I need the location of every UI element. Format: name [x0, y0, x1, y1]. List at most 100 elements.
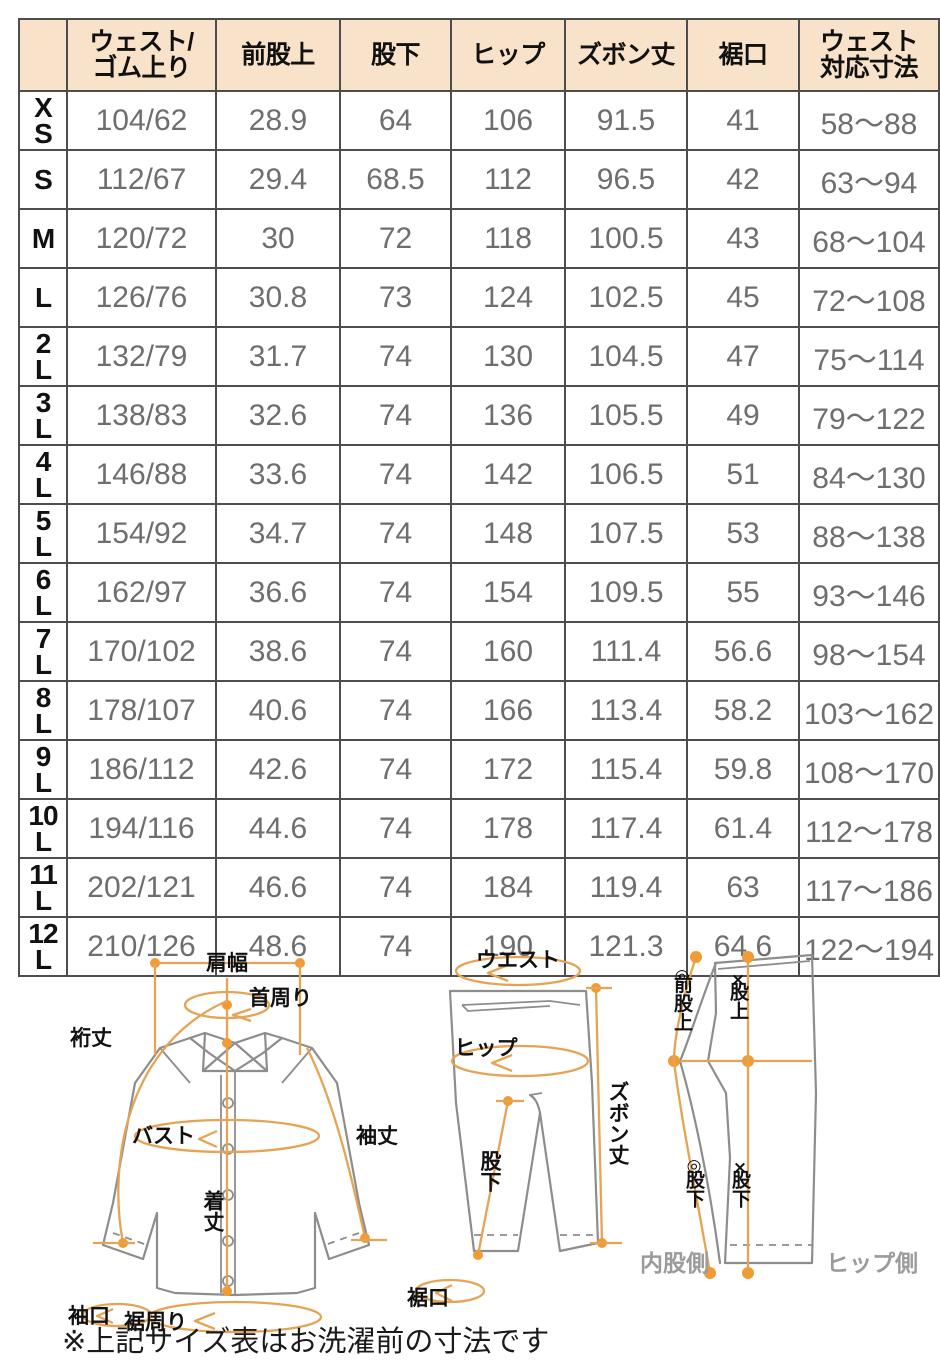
table-row: 10 L 194/116 44.6 74 178 117.4 61.4 112〜178 [18, 798, 940, 859]
cell-waist-range: 112〜178 [798, 798, 940, 859]
cell-hip: 154 [450, 562, 566, 623]
size-chart-table: ウェスト/ ゴム上り 前股上 股下 ヒップ ズボン丈 裾口 ウェスト 対応寸法 … [18, 18, 940, 977]
table-row: 5 L 154/92 34.7 74 148 107.5 53 88〜138 [18, 503, 940, 564]
cell-waist-range: 93〜146 [798, 562, 940, 623]
size-label-line-2: L [34, 825, 52, 857]
table-row: X S 104/62 28.9 64 106 91.5 41 58〜88 [18, 90, 940, 151]
cell-inseam: 74 [339, 680, 452, 741]
cell-inseam: 74 [339, 916, 452, 977]
table-row: 4 L 146/88 33.6 74 142 106.5 51 84〜130 [18, 444, 940, 505]
shirt-label-hem-circumference: 裾周り [123, 1310, 187, 1334]
size-label-line-1: 2 [35, 327, 52, 359]
size-label-line-1: L [34, 281, 52, 313]
cell-pants-length: 111.4 [564, 621, 688, 682]
cell-front-rise: 48.6 [215, 916, 341, 977]
crotch-marker-cross-inseam: × [733, 1158, 747, 1178]
cell-front-rise: 42.6 [215, 739, 341, 800]
table-header-row: ウェスト/ ゴム上り 前股上 股下 ヒップ ズボン丈 裾口 ウェスト 対応寸法 [18, 18, 940, 92]
cell-pants-length: 104.5 [564, 326, 688, 387]
cell-size-label: 10 L [18, 798, 68, 859]
cell-pants-length: 106.5 [564, 444, 688, 505]
cell-front-rise: 32.6 [215, 385, 341, 446]
crotch-marker-circle-inseam: ◎ [687, 1156, 702, 1176]
cell-waist-gum: 120/72 [66, 208, 217, 269]
cell-hip: 106 [450, 90, 566, 151]
cell-waist-gum: 186/112 [66, 739, 217, 800]
size-label-line-1: M [31, 222, 55, 254]
cell-front-rise: 38.6 [215, 621, 341, 682]
table-row: 6 L 162/97 36.6 74 154 109.5 55 93〜146 [18, 562, 940, 623]
cell-inseam: 73 [339, 267, 452, 328]
table-row: 12 L 210/126 48.6 74 190 121.3 64.6 122〜194 [18, 916, 940, 977]
size-label-line-2: L [34, 353, 52, 385]
cell-size-label: 11 L [18, 857, 68, 918]
cell-pants-length: 113.4 [564, 680, 688, 741]
measurement-diagrams: 肩幅 首周り 裄丈 バスト 袖丈 着丈 袖口 裾周り [0, 938, 940, 1360]
table-row: M 120/72 30 72 118 100.5 43 68〜104 [18, 208, 940, 269]
column-header-inseam: 股下 [339, 18, 452, 92]
cell-hip: 160 [450, 621, 566, 682]
crotch-label-inner-thigh-side: 内股側 [640, 1251, 709, 1277]
cell-waist-gum: 132/79 [66, 326, 217, 387]
cell-size-label: S [18, 149, 68, 210]
cell-waist-range: 68〜104 [798, 208, 940, 269]
cell-inseam: 74 [339, 621, 452, 682]
cell-inseam: 68.5 [339, 149, 452, 210]
size-label-line-2: L [34, 412, 52, 444]
header-line-2: 対応寸法 [819, 54, 919, 82]
cell-inseam: 74 [339, 503, 452, 564]
crotch-measurement-diagram: ◎ 前股上 × 股上 ◎ 股下 × 股下 内股側 ヒップ側 [640, 951, 918, 1279]
cell-pants-length: 121.3 [564, 916, 688, 977]
cell-size-label: M [18, 208, 68, 269]
cell-pants-length: 100.5 [564, 208, 688, 269]
cell-front-rise: 40.6 [215, 680, 341, 741]
crotch-label-front-rise: 前股上 [671, 973, 694, 1031]
crotch-label-inseam-cross: 股下 [729, 1170, 752, 1209]
size-label-line-2: L [34, 707, 52, 739]
cell-hem: 59.8 [686, 739, 800, 800]
cell-front-rise: 44.6 [215, 798, 341, 859]
cell-waist-range: 58〜88 [798, 90, 940, 151]
cell-waist-range: 117〜186 [798, 857, 940, 918]
column-header-waist-range: ウェスト 対応寸法 [798, 18, 940, 92]
size-label-line-1: 5 [35, 504, 52, 536]
cell-hip: 178 [450, 798, 566, 859]
cell-front-rise: 28.9 [215, 90, 341, 151]
cell-inseam: 74 [339, 798, 452, 859]
cell-hip: 166 [450, 680, 566, 741]
cell-waist-gum: 112/67 [66, 149, 217, 210]
column-header-size [18, 18, 68, 92]
size-chart-note: ※上記サイズ表はお洗濯前の寸法です [62, 1324, 550, 1358]
cell-waist-range: 122〜194 [798, 916, 940, 977]
header-line-1: ウェスト [819, 28, 919, 56]
cell-hip: 148 [450, 503, 566, 564]
size-label-line-1: 3 [35, 386, 52, 418]
table-row: S 112/67 29.4 68.5 112 96.5 42 63〜94 [18, 149, 940, 210]
cell-size-label: L [18, 267, 68, 328]
cell-waist-gum: 170/102 [66, 621, 217, 682]
size-label-line-1: 9 [35, 740, 52, 772]
pants-label-hem-opening: 裾口 [406, 1286, 449, 1310]
cell-front-rise: 29.4 [215, 149, 341, 210]
column-header-pants-length: ズボン丈 [564, 18, 688, 92]
cell-inseam: 74 [339, 562, 452, 623]
size-label-line-2: L [34, 530, 52, 562]
shirt-label-sleeve-total: 裄丈 [70, 1026, 112, 1050]
cell-waist-gum: 162/97 [66, 562, 217, 623]
cell-waist-gum: 210/126 [66, 916, 217, 977]
cell-inseam: 74 [339, 385, 452, 446]
cell-waist-range: 63〜94 [798, 149, 940, 210]
cell-front-rise: 31.7 [215, 326, 341, 387]
size-label-line-1: 11 [29, 858, 58, 890]
cell-hip: 190 [450, 916, 566, 977]
cell-inseam: 74 [339, 444, 452, 505]
size-label-line-2: L [34, 471, 52, 503]
header-line-1: ウェスト/ [89, 28, 194, 56]
column-header-hip: ヒップ [450, 18, 566, 92]
cell-pants-length: 119.4 [564, 857, 688, 918]
